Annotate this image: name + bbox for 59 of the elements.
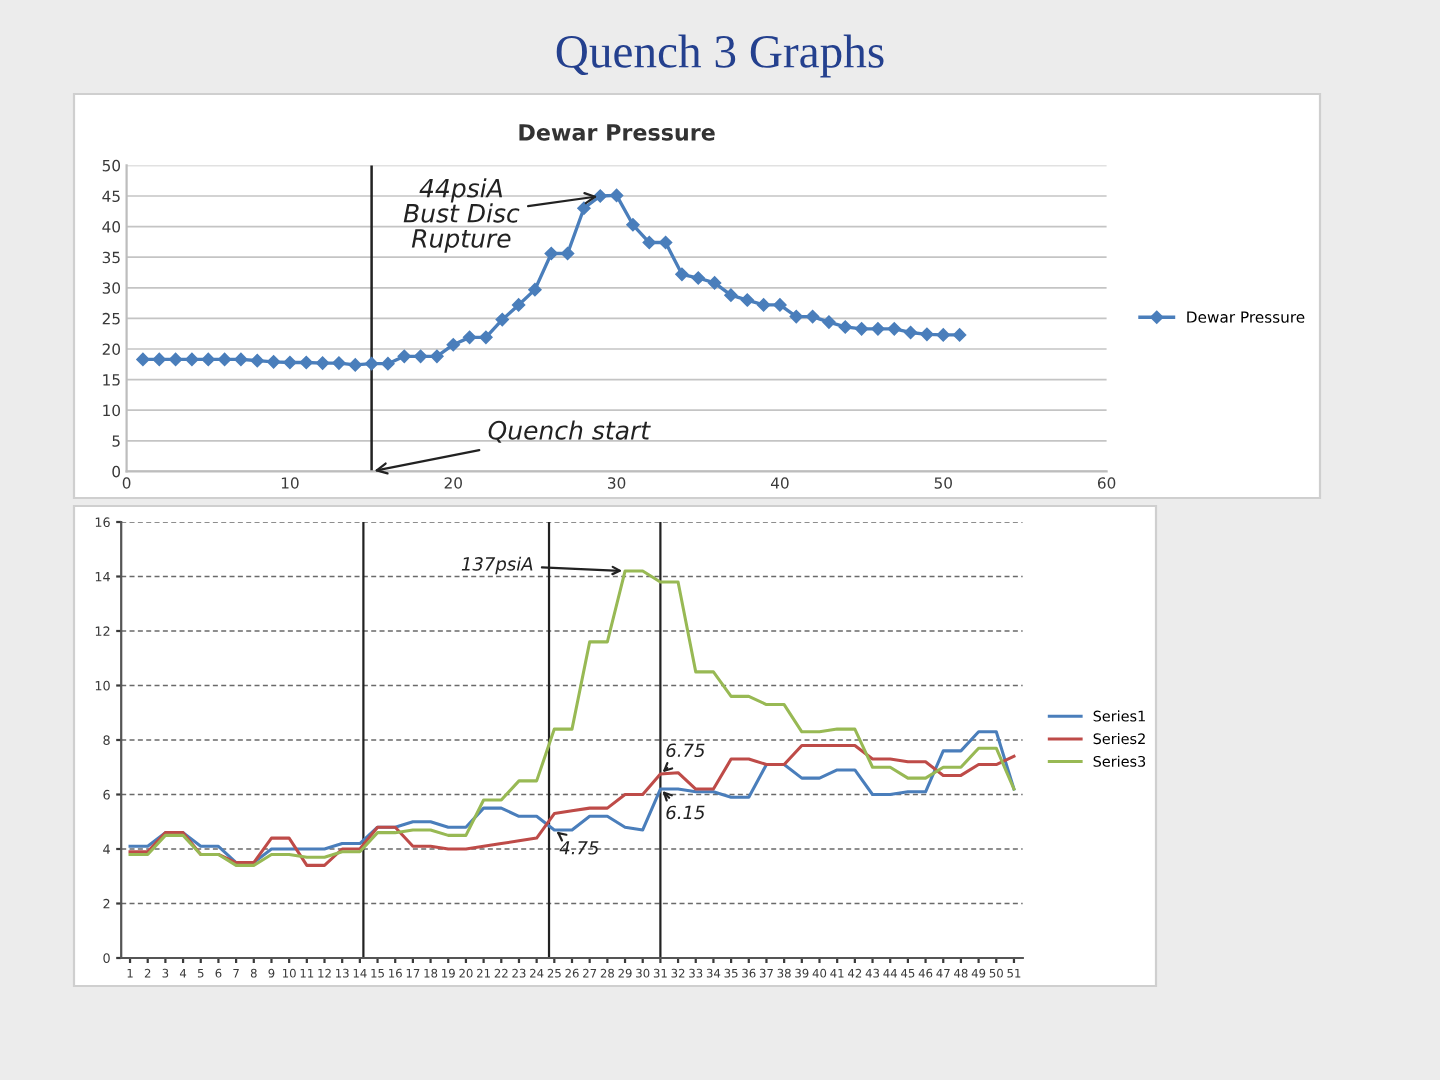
point: [348, 358, 362, 372]
point: [593, 189, 607, 203]
point: [397, 349, 411, 363]
point: [577, 201, 591, 215]
point: [169, 352, 183, 366]
point: [887, 322, 901, 336]
point: [708, 276, 722, 290]
point: [218, 352, 232, 366]
point: [365, 357, 379, 371]
point: [871, 322, 885, 336]
point: [299, 355, 313, 369]
point: [185, 352, 199, 366]
point: [610, 188, 624, 202]
text: Quench 3 Graphs: [556, 34, 884, 78]
point: [430, 349, 444, 363]
point: [152, 352, 166, 366]
point: [626, 218, 640, 232]
point: [561, 247, 575, 261]
point: [512, 298, 526, 312]
annotation: Quench start: [488, 420, 651, 443]
point: [479, 330, 493, 344]
annotation: 6.75: [666, 743, 705, 758]
point: [495, 313, 509, 327]
point: [724, 288, 738, 302]
point: [740, 293, 754, 307]
point: [806, 310, 820, 324]
point: [904, 325, 918, 339]
point: [201, 352, 215, 366]
point: [234, 352, 248, 366]
point: [920, 327, 934, 341]
point: [332, 356, 346, 370]
point: [463, 330, 477, 344]
point: [757, 298, 771, 312]
point: [691, 271, 705, 285]
point: [283, 355, 297, 369]
chart-title: Dewar Pressure: [519, 124, 715, 141]
point: [267, 355, 281, 369]
point: [316, 356, 330, 370]
point: [446, 338, 460, 352]
point: [855, 322, 869, 336]
annotation: 6.15: [666, 805, 705, 820]
point: [136, 352, 150, 366]
point: [414, 349, 428, 363]
annotation: 137psiA: [461, 556, 533, 575]
point: [675, 267, 689, 281]
annotation: 44psiA Bust Disc Rupture: [403, 178, 520, 253]
point: [381, 357, 395, 371]
point: [822, 315, 836, 329]
annotation: 4.75: [559, 841, 599, 855]
point: [528, 283, 542, 297]
point: [838, 320, 852, 334]
point: [953, 328, 967, 342]
point: [789, 310, 803, 324]
point: [544, 247, 558, 261]
point: [642, 236, 656, 250]
point: [773, 298, 787, 312]
point: [659, 236, 673, 250]
point: [250, 354, 264, 368]
point: [936, 328, 950, 342]
